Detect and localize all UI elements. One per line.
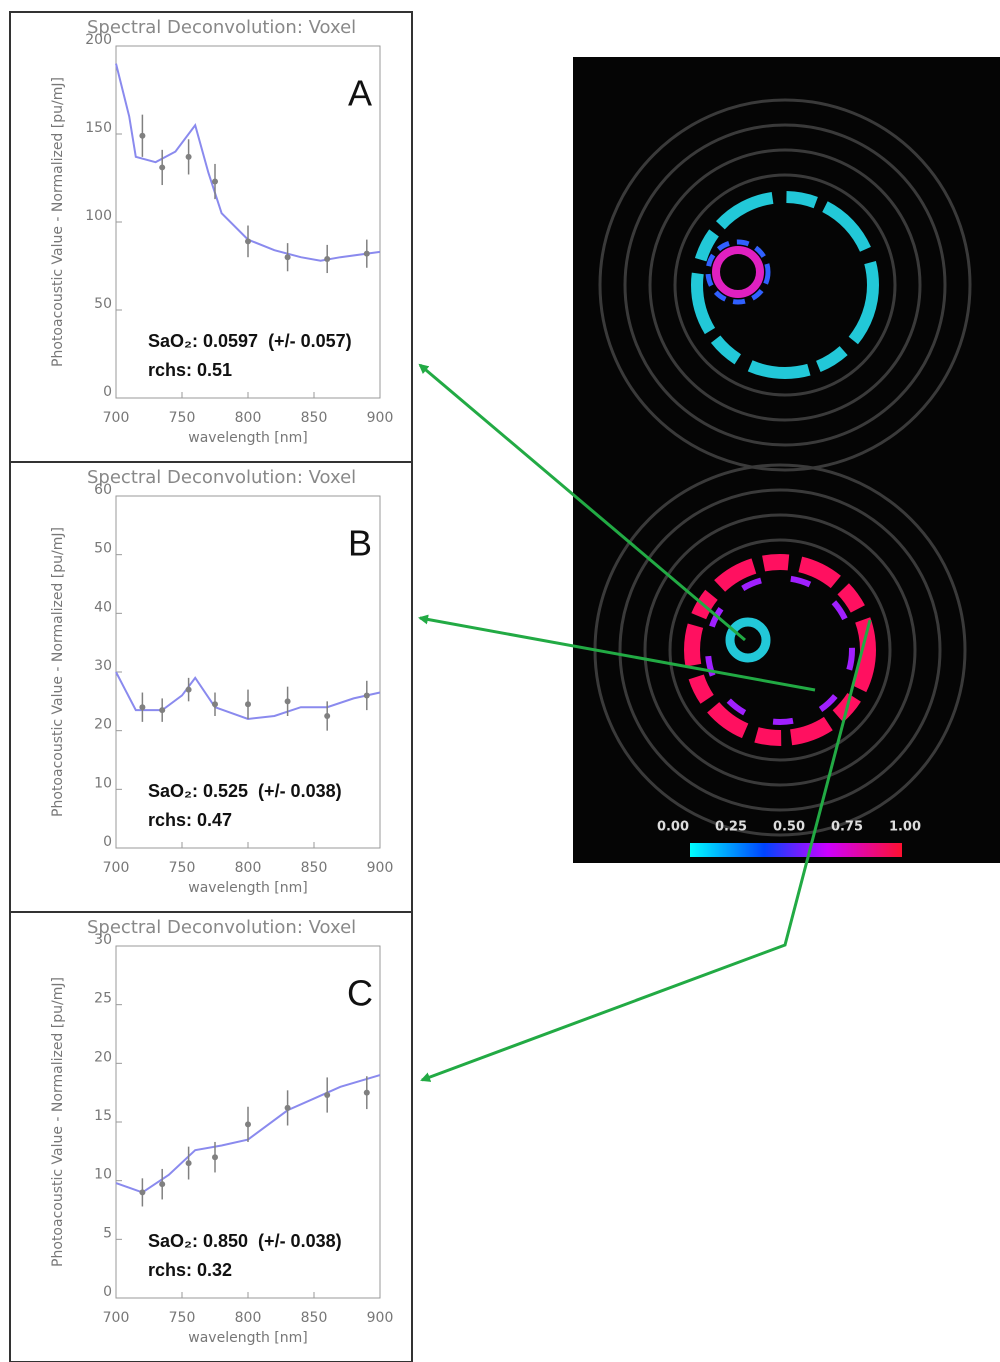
y-tick-label: 10 [94,775,112,791]
data-point [284,1104,291,1111]
data-point [139,132,146,139]
y-tick-label: 5 [103,1225,112,1241]
y-tick-label: 30 [94,932,112,948]
data-point [185,153,192,160]
y-axis-label: Photoacoustic Value - Normalized [pu/mJ] [50,977,66,1267]
x-tick-label: 750 [169,410,196,426]
x-tick-label: 700 [103,410,130,426]
panel-label: B [348,523,372,564]
y-tick-label: 25 [94,991,112,1007]
annotation: rchs: 0.51 [148,360,232,380]
data-point [212,1154,218,1161]
y-tick-label: 20 [94,1049,112,1065]
chart-title: Spectral Deconvolution: Voxel [87,17,356,38]
data-point [159,707,166,714]
y-tick-label: 50 [94,541,112,557]
y-tick-label: 40 [94,599,112,615]
colorbar-label: 0.50 [773,820,805,835]
colorbar-label: 0.25 [715,820,747,835]
panel-label: C [347,973,373,1014]
colorbar-label: 1.00 [889,820,921,835]
x-tick-label: 900 [367,410,394,426]
y-tick-label: 0 [103,834,112,850]
chart-title: Spectral Deconvolution: Voxel [87,467,356,488]
data-point [159,164,166,171]
data-point [245,238,251,245]
x-axis-label: wavelength [nm] [188,430,307,446]
fit-line [115,671,381,720]
annotation: SaO₂: 0.525 (+/- 0.038) [148,781,342,801]
tissue-image [573,57,1000,863]
data-point [363,250,370,257]
panel-label: A [348,73,372,114]
data-point [284,254,291,261]
y-tick-label: 150 [85,120,112,136]
x-tick-label: 700 [103,860,130,876]
x-tick-label: 700 [103,1310,130,1326]
y-axis-label: Photoacoustic Value - Normalized [pu/mJ] [50,77,66,367]
x-tick-label: 900 [367,1310,394,1326]
data-point [324,255,331,262]
annotation: SaO₂: 0.0597 (+/- 0.057) [148,331,352,351]
y-tick-label: 15 [94,1108,112,1124]
data-point [139,704,146,711]
colorbar-label: 0.75 [831,820,863,835]
data-point [363,692,370,699]
data-point [212,178,218,185]
x-tick-label: 900 [367,860,394,876]
data-point [284,698,291,705]
y-tick-label: 20 [94,717,112,733]
y-tick-label: 10 [94,1167,112,1183]
y-tick-label: 100 [85,208,112,224]
colorbar-label: 0.00 [657,820,689,835]
data-point [212,701,218,708]
x-axis-label: wavelength [nm] [188,880,307,896]
data-point [324,713,331,719]
x-axis-label: wavelength [nm] [188,1330,307,1346]
y-tick-label: 60 [94,482,112,498]
x-tick-label: 850 [301,410,328,426]
y-tick-label: 50 [94,296,112,312]
annotation: SaO₂: 0.850 (+/- 0.038) [148,1231,342,1251]
data-point [159,1181,166,1188]
x-tick-label: 800 [235,860,262,876]
x-tick-label: 800 [235,1310,262,1326]
y-tick-label: 0 [103,1284,112,1300]
data-point [185,686,192,693]
data-point [185,1160,192,1167]
x-tick-label: 750 [169,1310,196,1326]
y-tick-label: 200 [85,32,112,48]
x-tick-label: 850 [301,1310,328,1326]
x-tick-label: 750 [169,860,196,876]
data-point [363,1089,370,1096]
arrows [418,363,872,1082]
x-tick-label: 800 [235,410,262,426]
y-tick-label: 0 [103,384,112,400]
annotation: rchs: 0.32 [148,1260,232,1280]
chart-title: Spectral Deconvolution: Voxel [87,917,356,938]
panel-frame [9,911,413,1362]
data-point [324,1092,331,1099]
y-tick-label: 30 [94,658,112,674]
x-tick-label: 850 [301,860,328,876]
data-point [245,1121,251,1128]
y-axis-label: Photoacoustic Value - Normalized [pu/mJ] [50,527,66,817]
data-point [139,1189,146,1196]
annotation: rchs: 0.47 [148,810,232,830]
data-point [245,701,251,708]
